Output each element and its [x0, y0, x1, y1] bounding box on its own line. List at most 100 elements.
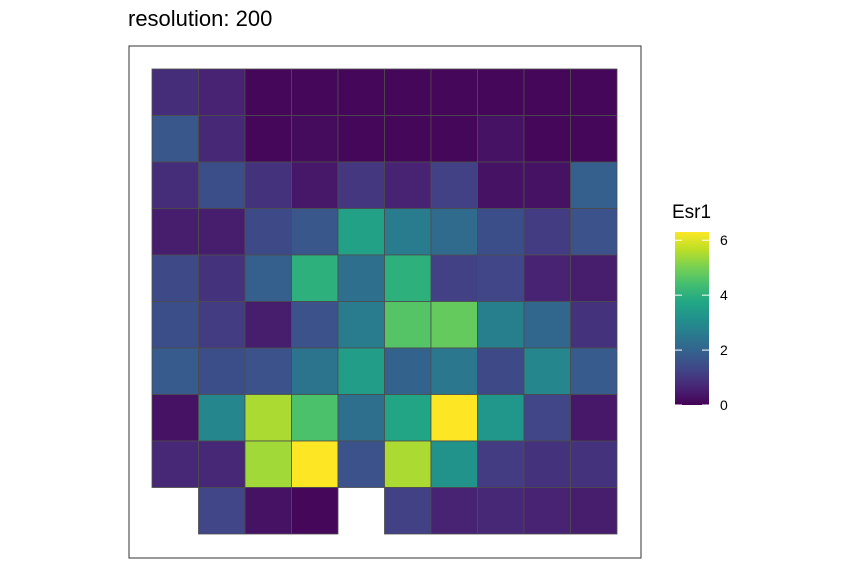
heatmap-cell [384, 161, 432, 209]
heatmap-cell [570, 487, 618, 535]
heatmap-cell [570, 161, 618, 209]
heatmap-cell [384, 347, 432, 395]
heatmap-cell [337, 115, 385, 163]
heatmap-cell [244, 394, 292, 442]
heatmap-cell [151, 440, 199, 488]
heatmap-cell [523, 394, 571, 442]
heatmap-cell [198, 347, 246, 395]
heatmap-cell [523, 254, 571, 302]
heatmap-cell [291, 254, 339, 302]
legend-tick-label: 2 [720, 342, 728, 358]
heatmap-cell [337, 347, 385, 395]
legend-title: Esr1 [672, 202, 711, 223]
legend-colorbar [675, 232, 709, 405]
heatmap-cell [151, 347, 199, 395]
heatmap-cell [244, 487, 292, 535]
heatmap-cell [570, 301, 618, 349]
heatmap-cell [198, 301, 246, 349]
heatmap-cell [523, 115, 571, 163]
heatmap-cell [570, 440, 618, 488]
heatmap-cell [291, 115, 339, 163]
heatmap-cell [430, 161, 478, 209]
legend-tick-label: 6 [720, 232, 728, 248]
heatmap-cell [244, 115, 292, 163]
heatmap-cell [477, 208, 525, 256]
heatmap-cell [477, 347, 525, 395]
heatmap-cell [430, 254, 478, 302]
heatmap-cell [384, 208, 432, 256]
heatmap-cell [198, 487, 246, 535]
heatmap-cell [430, 208, 478, 256]
heatmap-cell [291, 347, 339, 395]
heatmap-cell [151, 394, 199, 442]
heatmap-cell [523, 347, 571, 395]
heatmap-cell [291, 301, 339, 349]
heatmap-cell [384, 394, 432, 442]
legend: Esr1 0 2 4 6 [672, 202, 728, 413]
heatmap-cell [523, 208, 571, 256]
heatmap-cell [523, 68, 571, 116]
heatmap-cell [244, 208, 292, 256]
heatmap-cell [570, 208, 618, 256]
heatmap-cell [477, 301, 525, 349]
heatmap-cell [430, 394, 478, 442]
heatmap-cell [337, 394, 385, 442]
heatmap-cell [198, 161, 246, 209]
heatmap-cell [430, 68, 478, 116]
heatmap-cell [430, 347, 478, 395]
heatmap-cell [384, 487, 432, 535]
heatmap-cell [523, 161, 571, 209]
heatmap-cell [151, 254, 199, 302]
heatmap-cell [198, 254, 246, 302]
heatmap-cell [291, 208, 339, 256]
heatmap-cell [430, 301, 478, 349]
heatmap-cell [430, 487, 478, 535]
chart-title: resolution: 200 [128, 6, 273, 31]
heatmap-cell [523, 487, 571, 535]
heatmap-cell [337, 161, 385, 209]
heatmap-cell [198, 440, 246, 488]
heatmap-cell [244, 347, 292, 395]
heatmap-cell [291, 440, 339, 488]
heatmap-cell [430, 115, 478, 163]
heatmap-cell [291, 487, 339, 535]
heatmap-cell [337, 254, 385, 302]
heatmap-cell [291, 68, 339, 116]
heatmap-cell [244, 68, 292, 116]
heatmap-cell [430, 440, 478, 488]
heatmap-cell [151, 68, 199, 116]
heatmap-cell [244, 254, 292, 302]
heatmap-cell [570, 115, 618, 163]
heatmap-cell [477, 115, 525, 163]
heatmap-cell [477, 254, 525, 302]
heatmap-cell [151, 208, 199, 256]
heatmap-cell [291, 394, 339, 442]
heatmap-cell [477, 161, 525, 209]
heatmap-cell [198, 115, 246, 163]
heatmap-cell [151, 301, 199, 349]
heatmap-cell [198, 68, 246, 116]
heatmap-cell [523, 440, 571, 488]
heatmap-cells [151, 68, 618, 535]
heatmap-cell [477, 394, 525, 442]
heatmap-cell [198, 208, 246, 256]
heatmap-cell [244, 161, 292, 209]
heatmap-cell [570, 394, 618, 442]
heatmap-cell [337, 68, 385, 116]
heatmap-cell [244, 301, 292, 349]
heatmap-cell [477, 68, 525, 116]
heatmap-cell [523, 301, 571, 349]
heatmap-cell [198, 394, 246, 442]
legend-tick-label: 0 [720, 397, 728, 413]
heatmap-cell [244, 440, 292, 488]
heatmap-cell [151, 161, 199, 209]
heatmap-cell [384, 301, 432, 349]
legend-tick-label: 4 [720, 287, 728, 303]
heatmap-cell [570, 347, 618, 395]
heatmap-cell [384, 68, 432, 116]
heatmap-cell [337, 301, 385, 349]
heatmap-cell [477, 440, 525, 488]
heatmap-cell [477, 487, 525, 535]
heatmap-cell [337, 208, 385, 256]
